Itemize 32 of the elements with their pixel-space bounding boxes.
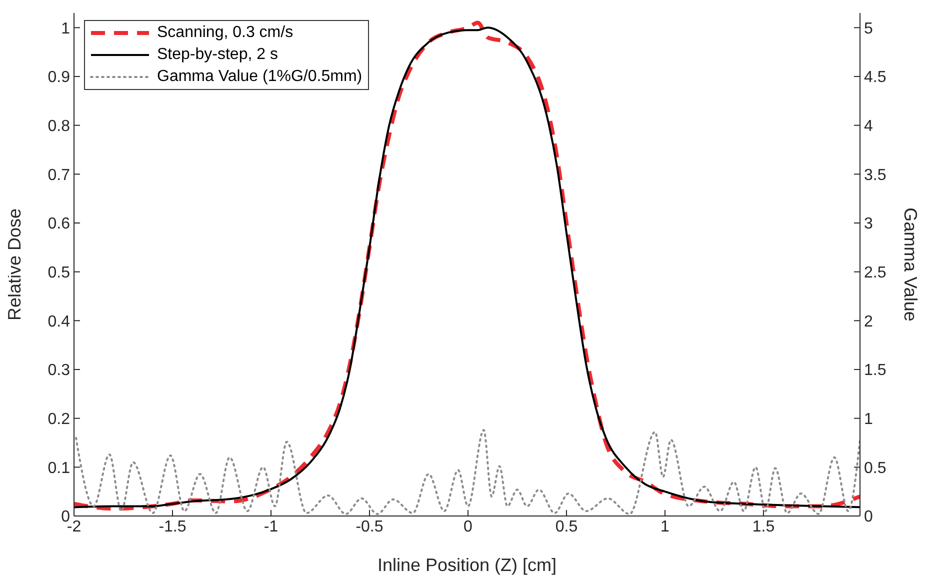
x-tick-label: -1 (264, 518, 278, 536)
x-tick-label: 1.5 (752, 518, 775, 536)
y2-tick-label: 3 (864, 216, 873, 233)
y2-tick-label: 1.5 (864, 362, 886, 380)
y2-tick-label: 4.5 (864, 69, 886, 86)
y-tick-label: 0.7 (48, 166, 70, 184)
x-tick-label: 0 (464, 518, 473, 536)
y2-tick-label: 2 (864, 313, 873, 330)
y-tick-label: 0.3 (48, 362, 70, 380)
y-tick-label: 0.8 (48, 118, 70, 135)
y2-tick-label: 1 (864, 411, 873, 428)
y2-tick-label: 0.5 (864, 460, 886, 477)
x-axis-title: Inline Position (Z) [cm] (377, 555, 557, 575)
y2-tick-label: 3.5 (864, 166, 886, 184)
y-tick-label: 0.6 (48, 216, 70, 233)
y2-tick-label: 4 (864, 118, 873, 135)
y2-tick-label: 2.5 (864, 264, 886, 282)
y-tick-label: 0.1 (48, 460, 70, 477)
y-tick-label: 1 (61, 20, 70, 38)
legend-label: Step-by-step, 2 s (157, 45, 278, 65)
y-tick-label: 0.2 (48, 411, 70, 428)
x-tick-label: 1 (660, 518, 670, 536)
y2-axis-title: Gamma Value (900, 208, 921, 322)
x-tick-label: -1.5 (158, 518, 186, 536)
x-tick-label: -0.5 (356, 518, 384, 536)
legend-label: Scanning, 0.3 cm/s (157, 23, 294, 43)
y-tick-label: 0.5 (48, 264, 70, 282)
y-tick-label: 0.4 (48, 313, 70, 330)
y2-tick-label: 5 (864, 20, 873, 38)
legend-label: Gamma Value (1%G/0.5mm) (157, 67, 362, 87)
y-tick-label: 0.9 (48, 69, 70, 86)
x-tick-label: 0.5 (555, 518, 578, 536)
